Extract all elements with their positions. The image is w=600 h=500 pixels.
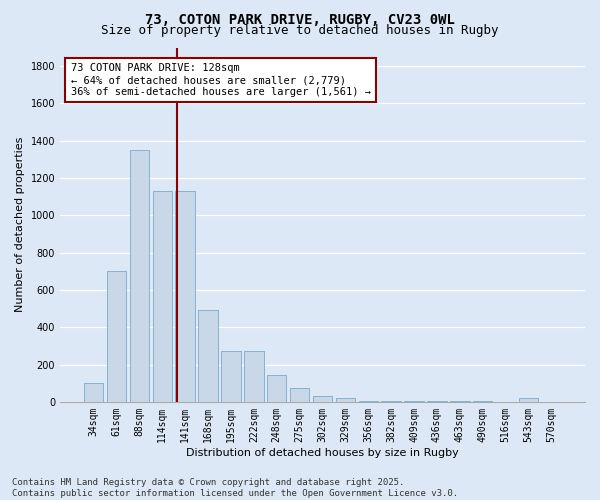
Bar xyxy=(267,375,286,402)
Bar xyxy=(107,272,126,402)
Text: 73, COTON PARK DRIVE, RUGBY, CV23 0WL: 73, COTON PARK DRIVE, RUGBY, CV23 0WL xyxy=(145,12,455,26)
Bar xyxy=(84,383,103,402)
Bar xyxy=(359,401,378,402)
Bar xyxy=(313,396,332,402)
Text: Size of property relative to detached houses in Rugby: Size of property relative to detached ho… xyxy=(101,24,499,37)
Bar xyxy=(175,191,195,402)
Bar xyxy=(519,398,538,402)
Y-axis label: Number of detached properties: Number of detached properties xyxy=(15,137,25,312)
Bar xyxy=(244,350,263,402)
Bar xyxy=(290,388,310,402)
Bar xyxy=(130,150,149,402)
Bar xyxy=(335,398,355,402)
Bar xyxy=(199,310,218,402)
Text: 73 COTON PARK DRIVE: 128sqm
← 64% of detached houses are smaller (2,779)
36% of : 73 COTON PARK DRIVE: 128sqm ← 64% of det… xyxy=(71,64,371,96)
Bar xyxy=(221,350,241,402)
Bar xyxy=(152,191,172,402)
Text: Contains HM Land Registry data © Crown copyright and database right 2025.
Contai: Contains HM Land Registry data © Crown c… xyxy=(12,478,458,498)
Title: 73, COTON PARK DRIVE, RUGBY, CV23 0WL
Size of property relative to detached hous: 73, COTON PARK DRIVE, RUGBY, CV23 0WL Si… xyxy=(0,499,1,500)
X-axis label: Distribution of detached houses by size in Rugby: Distribution of detached houses by size … xyxy=(186,448,459,458)
